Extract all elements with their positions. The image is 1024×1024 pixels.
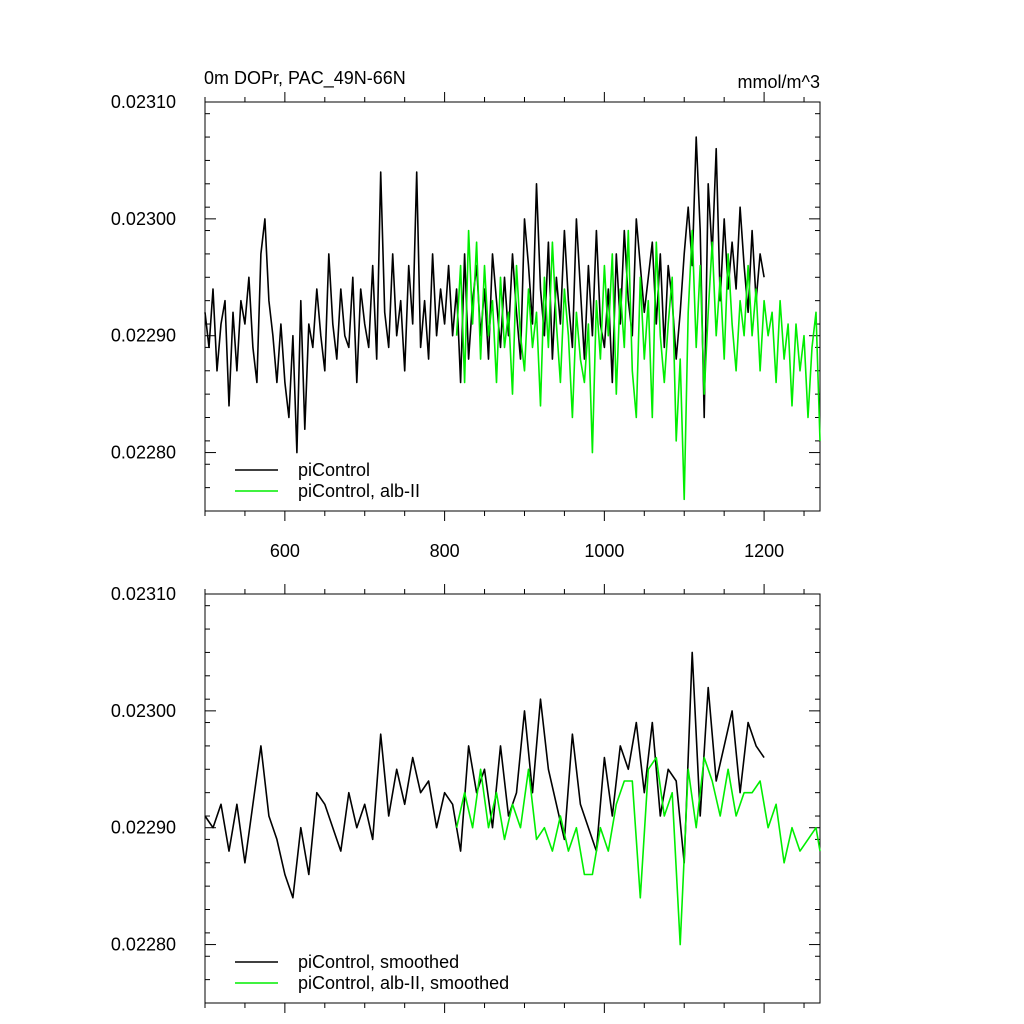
legend-label-picontrol-smoothed: piControl, smoothed (298, 952, 459, 972)
y-tick-label: 0.02290 (111, 818, 176, 838)
series-line-alb-ii (455, 756, 821, 946)
axis-ticks: 0.02280 0.02290 0.02300 0.02310 (111, 584, 820, 1013)
y-tick-label: 0.02300 (111, 701, 176, 721)
legend: piControl piControl, alb-II (235, 460, 420, 501)
y-tick-label: 0.02280 (111, 935, 176, 955)
legend-label-picontrol: piControl (298, 460, 370, 480)
series-line-alb-ii (455, 229, 821, 501)
y-tick-label: 0.02280 (111, 443, 176, 463)
legend-label-alb-ii: piControl, alb-II (298, 481, 420, 501)
y-tick-label: 0.02290 (111, 326, 176, 346)
top-panel: 0m DOPr, PAC_49N-66N mmol/m^3 0.022800.0… (111, 68, 821, 561)
x-tick-label: 800 (430, 541, 460, 561)
series-lines (204, 136, 821, 501)
series-line-picontrol (204, 136, 765, 454)
series-lines (204, 651, 821, 946)
bottom-panel: 0.02280 0.02290 0.02300 0.02310 piControl, … (111, 584, 821, 1013)
plot-frame (204, 101, 821, 512)
x-tick-label: 600 (270, 541, 300, 561)
series-line-picontrol (204, 651, 765, 899)
panel-title: 0m DOPr, PAC_49N-66N (204, 68, 406, 89)
y-tick-label: 0.02300 (111, 209, 176, 229)
legend-label-alb-ii-smoothed: piControl, alb-II, smoothed (298, 973, 509, 993)
axis-ticks: 0.02280 0.02290 0.02300 0.02310 600 800 1000 12… (111, 92, 820, 561)
y-tick-label: 0.02310 (111, 92, 176, 112)
units-label: mmol/m^3 (738, 72, 820, 92)
y-tick-label: 0.02310 (111, 584, 176, 604)
plot-frame (204, 593, 821, 1004)
x-tick-label: 1200 (744, 541, 784, 561)
x-tick-label: 1000 (584, 541, 624, 561)
legend: piControl, smoothed piControl, alb-II, s… (235, 952, 509, 993)
